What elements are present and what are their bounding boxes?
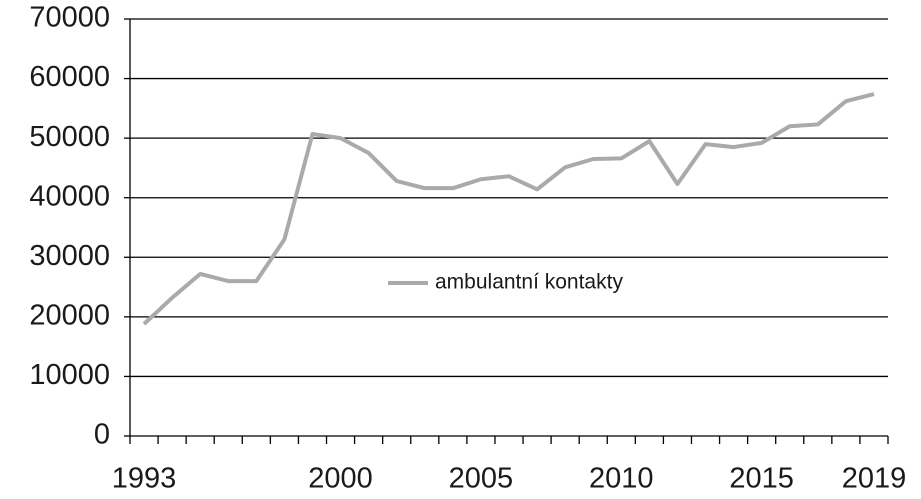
x-tick-label: 2010 <box>589 463 654 495</box>
y-tick-label: 50000 <box>29 121 110 153</box>
y-tick-label: 40000 <box>29 180 110 212</box>
y-tick-label: 0 <box>94 419 110 451</box>
x-tick-label: 2015 <box>729 463 794 495</box>
data-line <box>142 92 875 326</box>
x-tick-label: 2000 <box>308 463 373 495</box>
x-tick-label: 2005 <box>449 463 514 495</box>
y-tick-label: 10000 <box>29 359 110 391</box>
y-tick-label: 20000 <box>29 300 110 332</box>
legend-label: ambulantní kontakty <box>435 271 623 294</box>
x-tick-label: 2019 <box>842 463 907 495</box>
y-tick-label: 60000 <box>29 61 110 93</box>
x-tick-label: 1993 <box>112 463 177 495</box>
y-tick-label: 30000 <box>29 240 110 272</box>
y-tick-label: 70000 <box>29 2 110 34</box>
